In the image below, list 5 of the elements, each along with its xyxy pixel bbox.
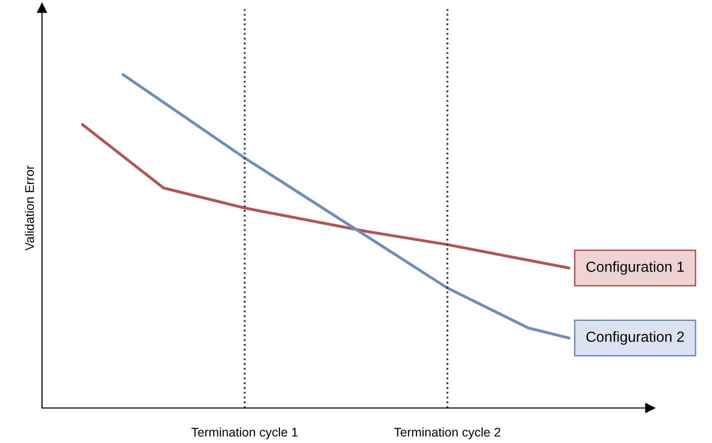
series-label: Configuration 1 bbox=[586, 261, 684, 275]
y-axis-title: Validation Error bbox=[24, 166, 34, 251]
x-tick-label: Termination cycle 2 bbox=[394, 427, 500, 440]
x-tick-label: Termination cycle 1 bbox=[191, 427, 298, 440]
series-label: Configuration 2 bbox=[586, 331, 684, 345]
